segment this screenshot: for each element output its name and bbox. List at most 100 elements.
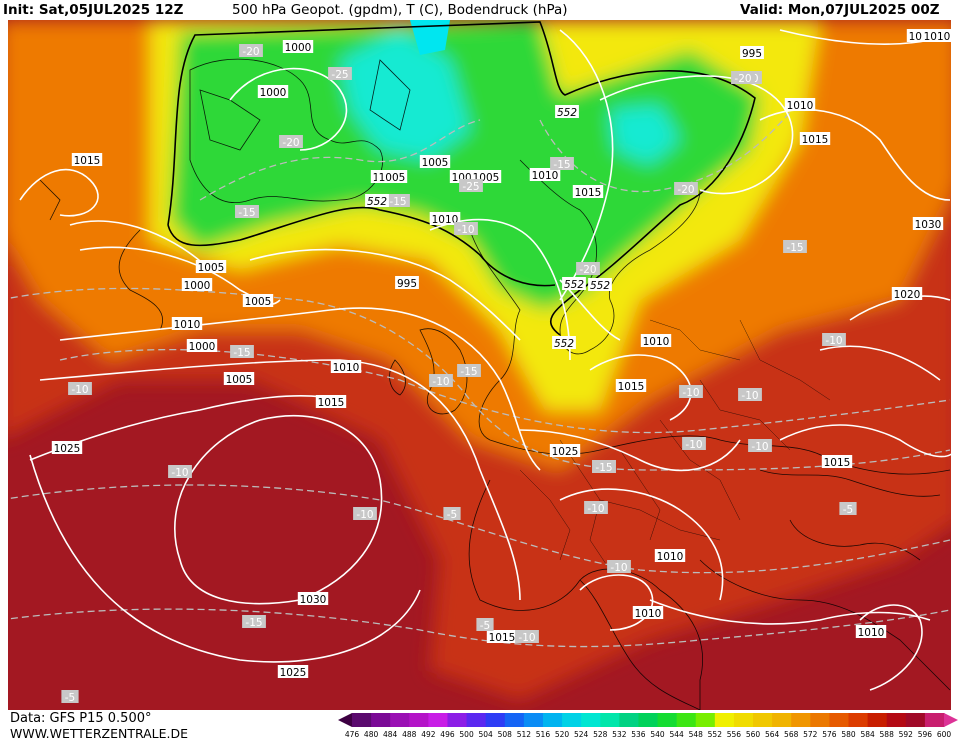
scale-tick-label: 600 (936, 730, 952, 739)
init-time: Init: Sat,05JUL2025 12Z (3, 2, 184, 18)
isobar-label: 1010 (855, 625, 887, 639)
isotherm-label-text: -20 (677, 184, 694, 196)
isobar-label-text: 1025 (54, 443, 81, 455)
height-label-text: 552 (590, 280, 610, 292)
isobar-label: 1010 (640, 334, 672, 348)
isobar-label: 1005 (242, 294, 274, 308)
scale-tick-label: 492 (421, 730, 436, 739)
isotherm-label: -5 (839, 502, 857, 516)
scale-tick-label: 480 (363, 730, 379, 739)
isobar-label-text: 1010 (924, 31, 951, 43)
scale-swatch (352, 713, 372, 727)
scale-swatch (657, 713, 678, 727)
isotherm-label-text: -15 (238, 207, 255, 219)
scale-tick-label: 588 (879, 730, 894, 739)
isobar-label: 1010 (429, 212, 461, 226)
height-label-text: 552 (564, 279, 584, 291)
scale-tick-label: 576 (822, 730, 837, 739)
isotherm-label: -5 (443, 507, 461, 521)
isobar-label-text: 1030 (915, 219, 942, 231)
scale-swatch (638, 713, 659, 727)
isobar-label-text: 1030 (300, 594, 327, 606)
scale-tick-label: 500 (459, 730, 474, 739)
scale-arrow-high (944, 713, 958, 727)
isobar-label-text: 1025 (280, 667, 307, 679)
isotherm-label: -5 (61, 690, 79, 704)
field-green (170, 20, 760, 310)
isotherm-label: -10 (584, 501, 608, 515)
isotherm-label: -10 (429, 374, 453, 388)
scale-swatch (600, 713, 620, 727)
isotherm-label-text: -5 (480, 620, 490, 632)
height-label: 552 (552, 336, 576, 350)
height-label: 552 (365, 194, 389, 208)
isotherm-label-text: -15 (233, 347, 250, 359)
isobar-label-text: 1005 (226, 374, 253, 386)
isotherm-label-text: -20 (734, 73, 751, 85)
isobar-label-text: 1025 (552, 446, 579, 458)
height-label: 552 (555, 105, 579, 119)
scale-swatch (428, 713, 449, 727)
isotherm-label: -15 (783, 240, 807, 254)
isobar-label-text: 1000 (285, 42, 312, 54)
isotherm-label-text: -10 (825, 335, 842, 347)
scale-swatch (886, 713, 907, 727)
isobar-label: 1025 (549, 444, 581, 458)
isobar-label: 1020 (891, 287, 923, 301)
scale-tick-label: 496 (440, 730, 455, 739)
scale-tick-label: 484 (383, 730, 398, 739)
scale-tick-label: 572 (803, 730, 818, 739)
scale-swatch (371, 713, 391, 727)
scale-tick-label: 596 (917, 730, 933, 739)
scale-swatch (829, 713, 850, 727)
field-cyan-small (610, 105, 680, 165)
isobar-label: 1005 (195, 260, 227, 274)
geopotential-field (8, 20, 951, 710)
isotherm-label: -10 (68, 382, 92, 396)
isotherm-label: -10 (454, 222, 478, 236)
isotherm-label-text: -10 (682, 387, 699, 399)
isotherm-label-text: -10 (457, 224, 474, 236)
coastlines (39, 58, 951, 710)
isobar-label: 995 (395, 276, 419, 290)
isobar-label: 1015 (486, 630, 518, 644)
scale-tick-label: 540 (650, 730, 665, 739)
isobar-label-text: 1010 (657, 551, 684, 563)
isobar-label: 1025 (51, 441, 83, 455)
scale-tick-label: 556 (726, 730, 742, 739)
scale-tick-label: 516 (535, 730, 551, 739)
isobar-label: 1015 (315, 395, 347, 409)
isobar-label-text: 1015 (824, 457, 851, 469)
isobar-label: 1015 (572, 185, 604, 199)
scale-swatch (905, 713, 926, 727)
isobar-label-text: 1010 (333, 362, 360, 374)
isotherm-label: -5 (476, 618, 494, 632)
isotherm-label: -15 (242, 615, 266, 629)
isotherm-label-text: -10 (685, 439, 702, 451)
scale-tick-label: 568 (784, 730, 799, 739)
isobar-label: 1000 (181, 278, 213, 292)
isotherm-label-text: -25 (462, 181, 479, 193)
scale-tick-label: 504 (478, 730, 493, 739)
isobar-label: 1025 (277, 665, 309, 679)
isobar-label: 1010 (529, 168, 561, 182)
isobar-label: 1015 (799, 132, 831, 146)
isotherm-label: -15 (386, 194, 410, 208)
scale-tick-label: 508 (497, 730, 512, 739)
isobar-label-text: 1010 (635, 608, 662, 620)
isotherm-label-text: -15 (786, 242, 803, 254)
isotherm-label-text: -5 (843, 504, 853, 516)
scale-tick-label: 528 (593, 730, 608, 739)
isobar-label-text: 1005 (198, 262, 225, 274)
isotherm-label: -20 (731, 71, 755, 85)
isotherm-label: -15 (457, 364, 481, 378)
scale-tick-label: 488 (402, 730, 417, 739)
scale-swatch (409, 713, 429, 727)
isotherm-label: -20 (239, 44, 263, 58)
height-labels: 552 552 552 552 552 (365, 105, 612, 350)
isobar-label: 995 (740, 46, 764, 60)
isobar-label: 1010 (632, 606, 664, 620)
isobar-label: 1010 (171, 317, 203, 331)
isobar-label-text: 995 (742, 48, 762, 60)
scale-tick-label: 552 (707, 730, 722, 739)
